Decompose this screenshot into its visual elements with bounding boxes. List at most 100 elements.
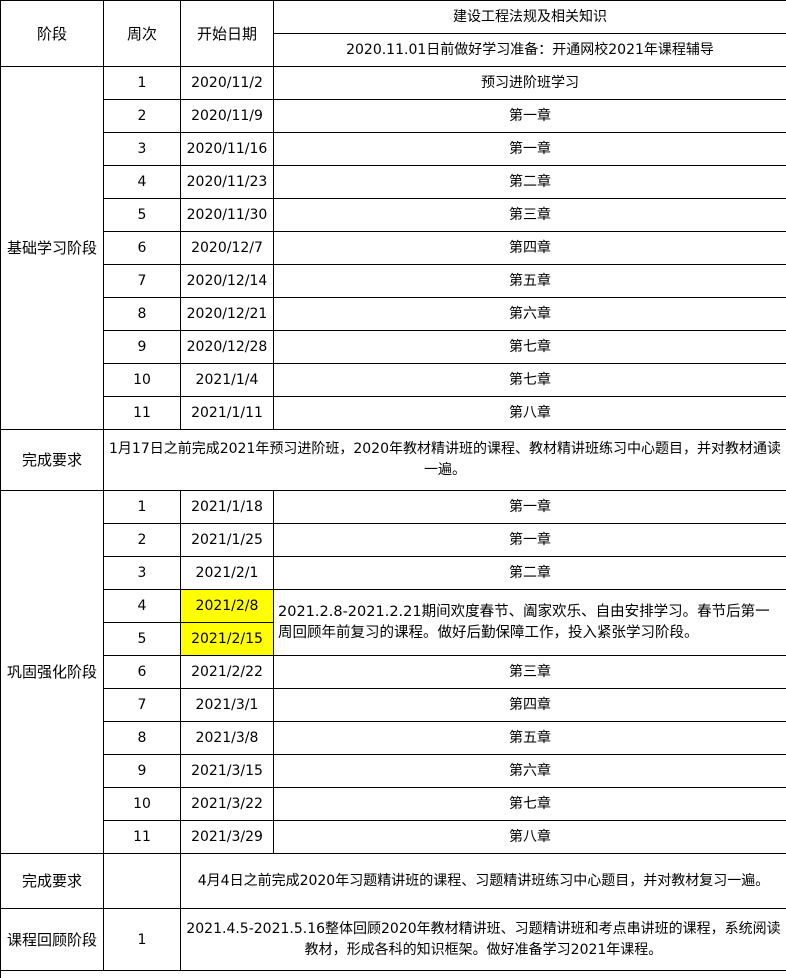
date-cell: 2021/1/4	[181, 364, 274, 397]
week-cell: 9	[104, 331, 181, 364]
content-cell: 第五章	[274, 722, 786, 755]
date-cell: 2021/3/22	[181, 788, 274, 821]
content-cell: 第二章	[274, 166, 786, 199]
date-cell: 2020/12/14	[181, 265, 274, 298]
date-cell: 2020/12/7	[181, 232, 274, 265]
week-cell: 2	[104, 100, 181, 133]
content-cell: 第四章	[274, 689, 786, 722]
date-cell: 2020/11/9	[181, 100, 274, 133]
week-cell: 2	[104, 524, 181, 557]
content-cell: 第八章	[274, 821, 786, 854]
stage-label: 基础学习阶段	[1, 67, 104, 430]
week-cell: 1	[104, 67, 181, 100]
content-cell: 第七章	[274, 331, 786, 364]
date-cell: 2021/3/1	[181, 689, 274, 722]
week-cell: 4	[104, 166, 181, 199]
content-cell: 第一章	[274, 100, 786, 133]
week-cell: 3	[104, 133, 181, 166]
date-cell: 2020/11/23	[181, 166, 274, 199]
date-cell: 2020/12/28	[181, 331, 274, 364]
content-cell: 第三章	[274, 199, 786, 232]
content-cell: 第二章	[274, 557, 786, 590]
review-week: 1	[104, 909, 181, 971]
header-phase: 阶段	[1, 1, 104, 67]
week-cell: 6	[104, 232, 181, 265]
week-cell: 1	[104, 491, 181, 524]
content-cell: 第六章	[274, 298, 786, 331]
content-cell: 预习进阶班学习	[274, 67, 786, 100]
basic-requirement-text: 1月17日之前完成2021年预习进阶班，2020年教材精讲班的课程、教材精讲班练…	[104, 430, 786, 491]
header-start-date: 开始日期	[181, 1, 274, 67]
content-cell: 第一章	[274, 133, 786, 166]
table-footer-strip	[1, 971, 786, 978]
week-cell: 7	[104, 265, 181, 298]
header-prep-note: 2020.11.01日前做好学习准备：开通网校2021年课程辅导	[274, 34, 786, 67]
week-cell: 8	[104, 298, 181, 331]
header-subject: 建设工程法规及相关知识	[274, 1, 786, 34]
date-cell: 2021/3/8	[181, 722, 274, 755]
content-cell: 第八章	[274, 397, 786, 430]
week-cell: 10	[104, 364, 181, 397]
header-week: 周次	[104, 1, 181, 67]
date-cell: 2020/12/21	[181, 298, 274, 331]
consolidation-requirement-text: 4月4日之前完成2020年习题精讲班的课程、习题精讲班练习中心题目，并对教材复习…	[181, 854, 786, 909]
week-cell: 11	[104, 821, 181, 854]
date-cell: 2021/1/18	[181, 491, 274, 524]
content-cell: 第四章	[274, 232, 786, 265]
content-cell: 第一章	[274, 524, 786, 557]
date-cell: 2021/3/15	[181, 755, 274, 788]
date-cell: 2021/2/1	[181, 557, 274, 590]
review-content: 2021.4.5-2021.5.16整体回顾2020年教材精讲班、习题精讲班和考…	[181, 909, 786, 971]
date-cell: 2021/3/29	[181, 821, 274, 854]
week-cell: 9	[104, 755, 181, 788]
week-cell: 5	[104, 623, 181, 656]
empty-cell	[104, 854, 181, 909]
week-cell: 3	[104, 557, 181, 590]
content-cell: 第七章	[274, 364, 786, 397]
content-cell: 第六章	[274, 755, 786, 788]
date-cell: 2021/2/15	[181, 623, 274, 656]
date-cell: 2021/2/22	[181, 656, 274, 689]
week-cell: 5	[104, 199, 181, 232]
week-cell: 11	[104, 397, 181, 430]
content-cell: 第五章	[274, 265, 786, 298]
basic-requirement-label: 完成要求	[1, 430, 104, 491]
consolidation-requirement-label: 完成要求	[1, 854, 104, 909]
content-cell: 第七章	[274, 788, 786, 821]
date-cell: 2021/1/11	[181, 397, 274, 430]
content-cell: 2021.2.8-2021.2.21期间欢度春节、阖家欢乐、自由安排学习。春节后…	[274, 590, 786, 656]
date-cell: 2021/1/25	[181, 524, 274, 557]
content-cell: 第三章	[274, 656, 786, 689]
date-cell: 2020/11/16	[181, 133, 274, 166]
week-cell: 8	[104, 722, 181, 755]
stage-label: 巩固强化阶段	[1, 491, 104, 854]
week-cell: 10	[104, 788, 181, 821]
week-cell: 4	[104, 590, 181, 623]
review-stage-label: 课程回顾阶段	[1, 909, 104, 971]
content-cell: 第一章	[274, 491, 786, 524]
date-cell: 2020/11/2	[181, 67, 274, 100]
week-cell: 7	[104, 689, 181, 722]
